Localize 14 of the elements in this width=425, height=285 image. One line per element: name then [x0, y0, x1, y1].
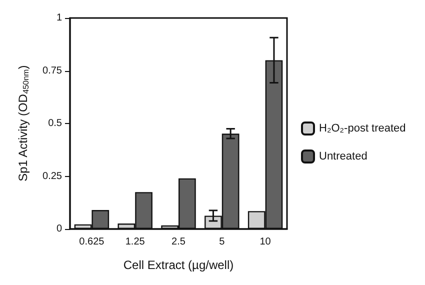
x-tick-label: 10: [260, 236, 272, 248]
y-tick-label: 0.5: [48, 118, 62, 129]
legend-label: Untreated: [319, 150, 368, 162]
x-tick-label: 5: [219, 236, 226, 248]
y-tick-label: 0.25: [42, 170, 62, 182]
y-tick-label: 0.75: [42, 65, 62, 76]
x-axis-title: Cell Extract (µg/well): [123, 258, 234, 272]
y-axis-title: Sp1 Activity (OD450nm): [16, 65, 30, 182]
x-tick-label: 0.625: [79, 236, 105, 248]
y-tick-label: 0: [56, 224, 62, 234]
x-tick-label: 2.5: [172, 236, 186, 248]
y-tick-label: 1: [56, 12, 62, 24]
x-tick-label: 1.25: [125, 236, 146, 248]
legend-label: H₂O₂-post treated: [319, 122, 406, 134]
